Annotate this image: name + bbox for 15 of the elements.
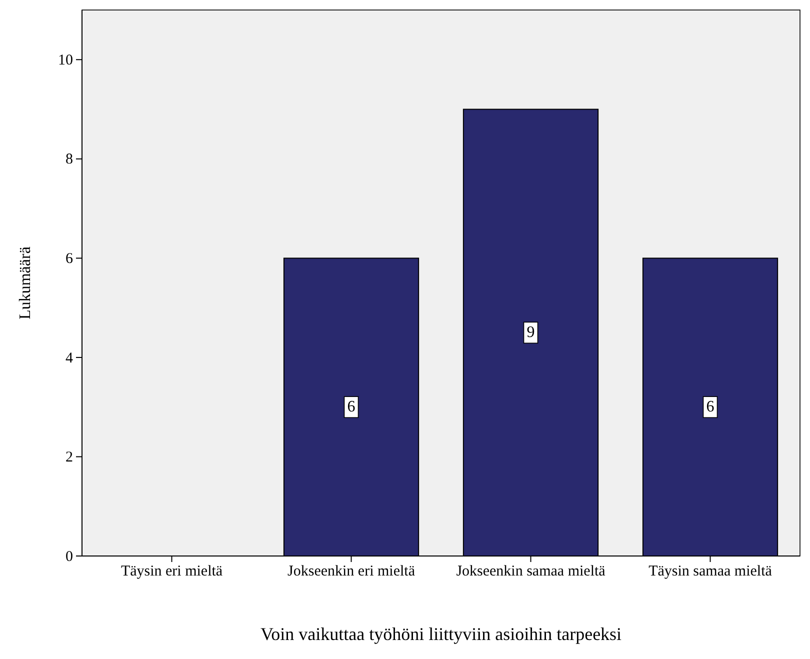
data-label: 6 — [347, 398, 356, 416]
x-axis-title: Voin vaikuttaa työhöni liittyviin asioihin tarpeeksi — [260, 624, 622, 644]
y-tick-label: 4 — [66, 350, 74, 366]
y-tick-label: 6 — [66, 250, 74, 267]
y-tick-label: 10 — [58, 52, 73, 68]
data-label: 9 — [526, 324, 535, 342]
y-axis-title: Lukumäärä — [17, 246, 34, 320]
x-tick-label: Jokseenkin eri mieltä — [288, 564, 416, 580]
y-tick-label: 2 — [66, 450, 73, 466]
y-tick-label: 8 — [66, 152, 73, 168]
data-label: 6 — [706, 398, 714, 416]
x-tick-label: Jokseenkin samaa mieltä — [456, 564, 606, 580]
x-tick-label: Täysin eri mieltä — [120, 564, 223, 580]
y-tick-label: 0 — [66, 548, 73, 565]
x-tick-label: Täysin samaa mieltä — [648, 564, 772, 580]
